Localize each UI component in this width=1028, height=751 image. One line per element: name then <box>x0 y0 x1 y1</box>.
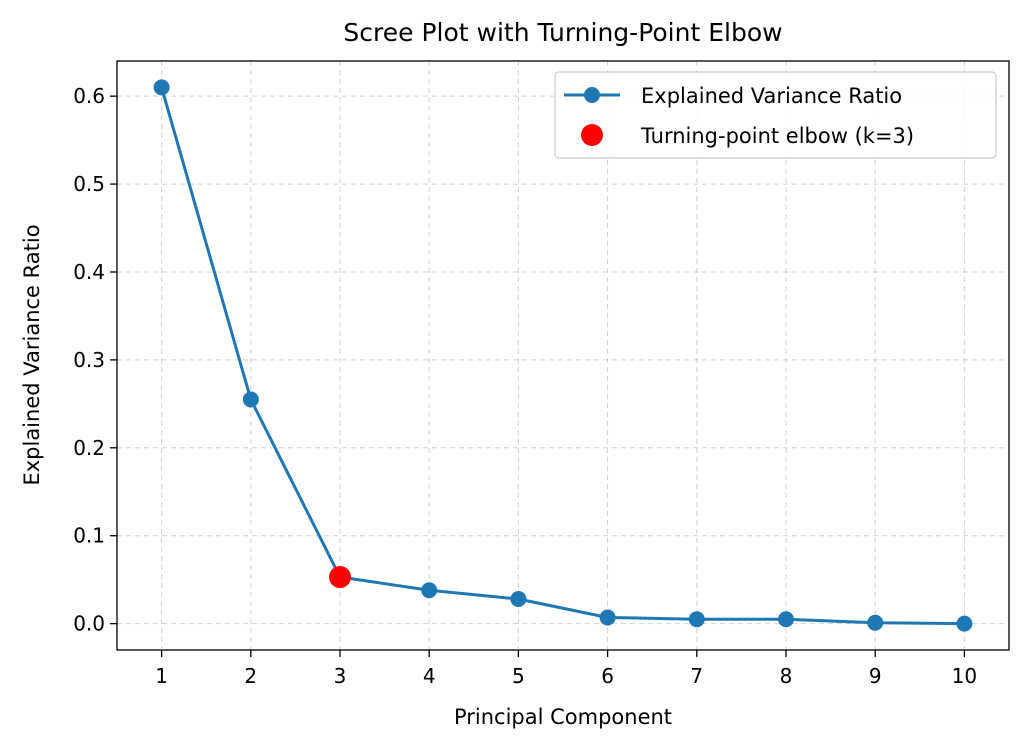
y-tick-label: 0.2 <box>73 436 105 460</box>
x-tick-label: 5 <box>512 664 525 688</box>
y-tick-label: 0.6 <box>73 84 105 108</box>
legend-line-marker <box>584 87 600 103</box>
y-tick-label: 0.0 <box>73 612 105 636</box>
x-tick-label: 4 <box>423 664 436 688</box>
x-tick-label: 9 <box>869 664 882 688</box>
legend-frame <box>554 71 997 159</box>
y-tick-label: 0.1 <box>73 524 105 548</box>
chart-title: Scree Plot with Turning-Point Elbow <box>343 18 782 47</box>
y-tick-label: 0.5 <box>73 172 105 196</box>
x-tick-label: 6 <box>601 664 614 688</box>
legend: Explained Variance Ratio Turning-point e… <box>554 71 997 159</box>
legend-entry-series: Explained Variance Ratio <box>641 84 902 108</box>
y-tick-label: 0.3 <box>73 348 105 372</box>
x-tick-label: 2 <box>244 664 257 688</box>
plot-frame <box>116 60 1010 651</box>
data-point <box>599 609 616 626</box>
series-line <box>160 86 965 626</box>
series-layer <box>153 79 973 632</box>
y-axis-ticks: 0.0 0.1 0.2 0.3 0.4 0.5 0.6 <box>73 84 117 636</box>
data-point <box>421 582 438 599</box>
x-tick-label: 10 <box>952 664 977 688</box>
legend-entry-highlight: Turning-point elbow (k=3) <box>640 124 914 148</box>
x-axis-label: Principal Component <box>454 705 672 729</box>
x-axis-ticks: 1 2 3 4 5 6 7 8 9 10 <box>155 650 977 688</box>
data-point <box>778 611 794 628</box>
legend-highlight-marker <box>581 124 603 146</box>
data-point <box>867 614 884 631</box>
x-tick-label: 3 <box>334 664 347 688</box>
y-tick-label: 0.4 <box>73 260 105 284</box>
x-tick-label: 8 <box>780 664 793 688</box>
x-tick-label: 7 <box>690 664 703 688</box>
data-point <box>956 615 973 632</box>
data-point <box>242 391 259 408</box>
grid-lines <box>117 61 1009 650</box>
data-point <box>153 79 170 96</box>
x-tick-label: 1 <box>155 664 168 688</box>
data-point <box>510 591 527 608</box>
y-axis-label: Explained Variance Ratio <box>20 224 44 485</box>
data-point <box>688 611 705 628</box>
elbow-point <box>329 566 351 589</box>
